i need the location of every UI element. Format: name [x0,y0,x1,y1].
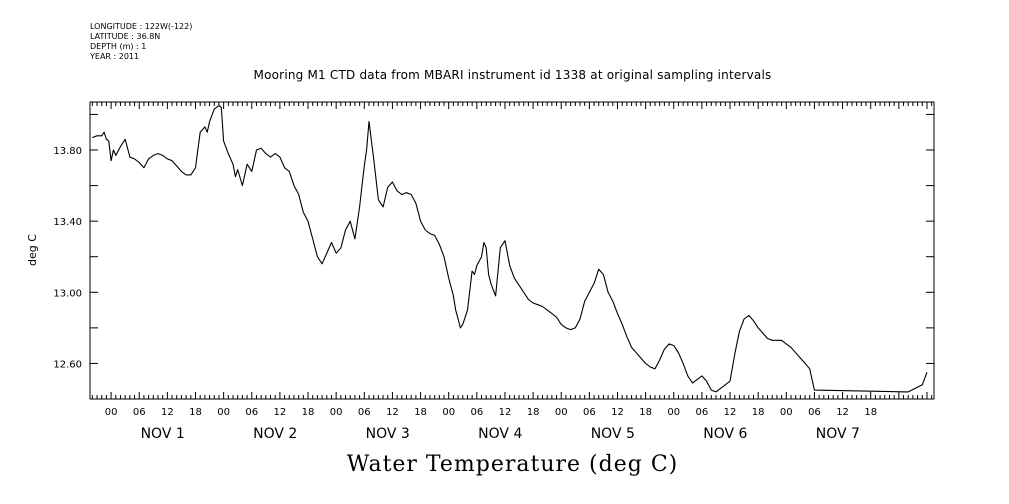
y-axis-label: deg C [26,234,39,266]
plot-frame [89,101,935,400]
series-line-water-temperature [92,105,928,393]
metadata-depth: DEPTH (m) : 1 [90,42,147,51]
x-tick-label: 00 [217,407,230,418]
y-tick-label: 13.00 [53,288,82,299]
x-tick-label: 06 [808,407,821,418]
x-day-label: NOV 3 [366,426,410,442]
x-tick-label: 18 [864,407,877,418]
chart-title: Mooring M1 CTD data from MBARI instrumen… [253,68,772,82]
x-tick-label: 18 [302,407,315,418]
x-tick-label: 18 [527,407,540,418]
metadata-year: YEAR : 2011 [90,52,140,61]
x-tick-label: 00 [555,407,568,418]
x-tick-label: 18 [752,407,765,418]
x-tick-label: 00 [780,407,793,418]
x-tick-label: 12 [611,407,624,418]
x-tick-label: 12 [161,407,174,418]
metadata-latitude: LATITUDE : 36.8N [90,32,161,41]
y-tick-label: 13.80 [53,146,82,157]
x-tick-label: 12 [836,407,849,418]
x-day-label: NOV 6 [703,426,747,442]
x-tick-label: 00 [105,407,118,418]
x-tick-label: 18 [639,407,652,418]
x-tick-label: 18 [189,407,202,418]
x-tick-label: 00 [442,407,455,418]
x-tick-label: 06 [470,407,483,418]
y-tick-label: 13.40 [53,217,82,228]
x-day-label: NOV 1 [141,426,185,442]
y-tick-label: 12.60 [53,359,82,370]
x-tick-label: 12 [274,407,287,418]
x-tick-label: 12 [386,407,399,418]
x-tick-label: 00 [330,407,343,418]
x-day-label: NOV 2 [253,426,297,442]
metadata-block: LONGITUDE : 122W(-122) LATITUDE : 36.8N … [90,22,192,62]
x-tick-label: 00 [667,407,680,418]
x-tick-label: 06 [358,407,371,418]
x-tick-label: 06 [583,407,596,418]
x-day-label: NOV 7 [816,426,860,442]
x-tick-label: 06 [133,407,146,418]
x-tick-label: 12 [724,407,737,418]
x-tick-label: 12 [499,407,512,418]
x-axis-title: Water Temperature (deg C) [346,452,679,477]
x-tick-label: 06 [696,407,709,418]
x-day-label: NOV 5 [591,426,635,442]
metadata-longitude: LONGITUDE : 122W(-122) [90,22,193,31]
x-day-label: NOV 4 [478,426,522,442]
x-tick-label: 18 [414,407,427,418]
x-tick-label: 06 [245,407,258,418]
